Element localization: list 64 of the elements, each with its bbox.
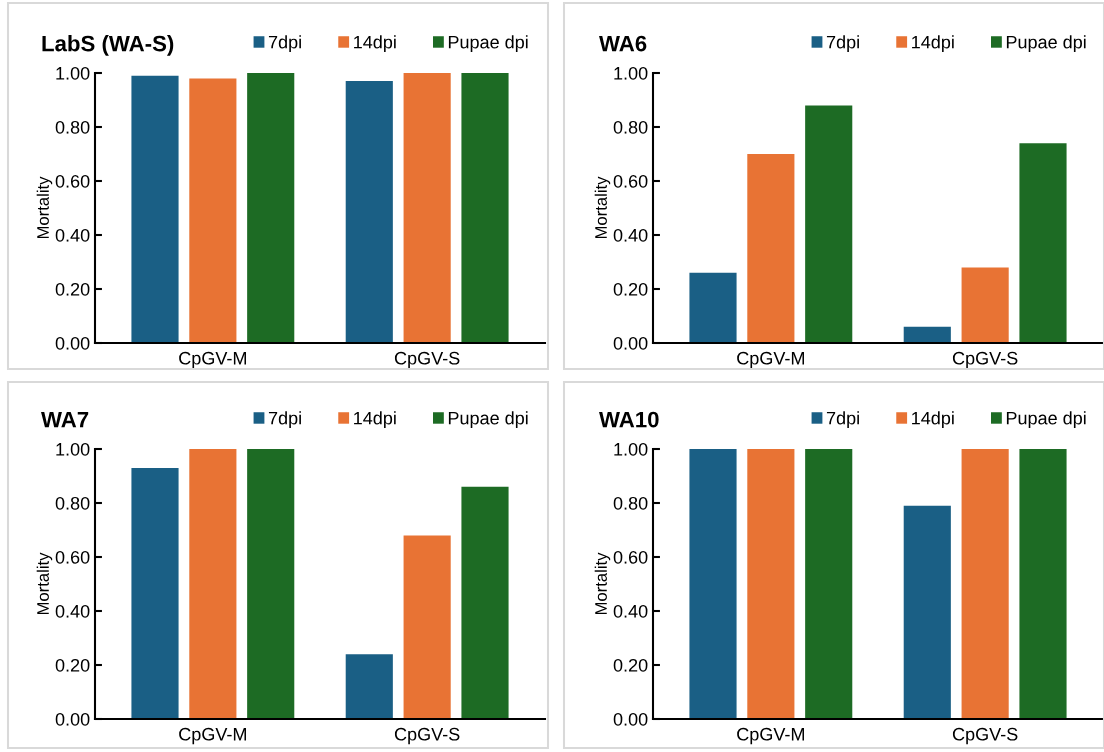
x-tick-label: CpGV-M — [179, 727, 246, 745]
y-tick-label: 0.40 — [55, 228, 90, 242]
y-tick-label: 1.00 — [614, 66, 648, 80]
y-axis-title: Mortality — [594, 552, 611, 615]
y-tick-label: 0.80 — [613, 120, 648, 134]
legend-label: Pupae dpi — [448, 411, 528, 429]
y-tick-label: 0.20 — [55, 282, 90, 296]
y-axis-title: Mortality — [36, 552, 53, 615]
legend-label: 14dpi — [912, 35, 954, 53]
bar — [805, 105, 853, 343]
chart-title: LabS (WA-S) — [42, 35, 174, 56]
bar — [247, 449, 295, 719]
y-tick-label: 0.60 — [613, 550, 648, 564]
y-tick-label: 0.00 — [613, 336, 648, 350]
y-tick-label: 0.80 — [613, 496, 648, 510]
y-tick-label: 0.20 — [613, 658, 648, 672]
x-tick-label: CpGV-M — [737, 351, 804, 369]
y-tick-label: 0.60 — [613, 174, 648, 188]
x-tick-label: CpGV-S — [394, 351, 460, 369]
chart-title: WA7 — [41, 411, 89, 428]
bar — [961, 267, 1009, 343]
y-tick-label: 0.40 — [55, 604, 90, 618]
y-tick-label: 0.20 — [613, 282, 648, 296]
legend-label: 14dpi — [354, 411, 396, 429]
y-tick-label: 0.20 — [55, 658, 90, 672]
y-tick-label: 0.00 — [55, 336, 90, 350]
bar — [689, 272, 737, 343]
legend-label: 7dpi — [268, 35, 301, 53]
bar — [1019, 143, 1067, 343]
x-tick-label: CpGV-S — [952, 727, 1018, 745]
x-tick-label: CpGV-M — [179, 351, 246, 369]
x-tick-label: CpGV-S — [952, 351, 1018, 369]
y-tick-label: 0.60 — [55, 550, 90, 564]
y-tick-label: 1.00 — [56, 66, 90, 80]
y-tick-label: 0.80 — [55, 496, 90, 510]
legend-label: 7dpi — [826, 35, 859, 53]
x-tick-label: CpGV-S — [394, 727, 460, 745]
legend-label: Pupae dpi — [1006, 35, 1086, 53]
y-tick-label: 1.00 — [56, 442, 90, 456]
chart-title: WA6 — [599, 35, 647, 52]
y-tick-label: 0.00 — [55, 712, 90, 726]
bar — [189, 449, 237, 719]
bar — [403, 535, 451, 719]
legend-label: 7dpi — [826, 411, 859, 429]
y-tick-label: 0.80 — [55, 120, 90, 134]
y-tick-label: 0.40 — [613, 604, 648, 618]
legend-label: 14dpi — [912, 411, 954, 429]
y-tick-label: 0.40 — [613, 228, 648, 242]
bar — [345, 654, 393, 719]
y-axis-title: Mortality — [36, 176, 53, 239]
x-tick-label: CpGV-M — [737, 727, 804, 745]
legend-label: 14dpi — [354, 35, 396, 53]
legend-label: Pupae dpi — [448, 35, 528, 53]
bar — [131, 467, 179, 719]
y-tick-label: 0.00 — [613, 712, 648, 726]
chart-title: WA10 — [599, 411, 659, 428]
legend-label: 7dpi — [268, 411, 301, 429]
bar — [903, 326, 951, 343]
bar — [461, 486, 509, 719]
y-axis-title: Mortality — [594, 176, 611, 239]
y-tick-label: 0.60 — [55, 174, 90, 188]
y-tick-label: 1.00 — [614, 442, 648, 456]
bar — [747, 154, 795, 343]
legend-label: Pupae dpi — [1006, 411, 1086, 429]
